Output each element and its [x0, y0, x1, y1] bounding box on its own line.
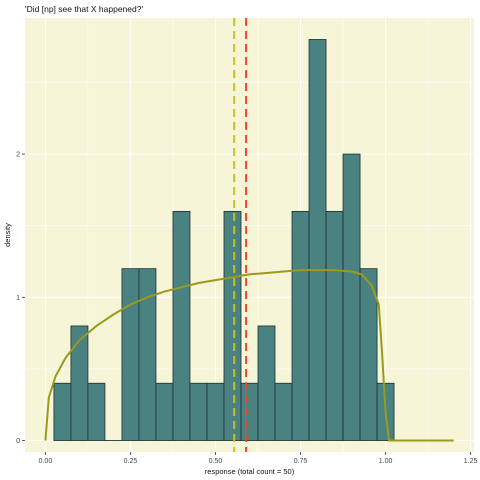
y-tick-label: 0: [16, 438, 20, 445]
histogram-bar: [257, 325, 276, 441]
x-tick-label: 1.25: [464, 458, 478, 465]
plot-panel: [25, 18, 474, 452]
y-axis: 0 1 2: [16, 152, 25, 445]
histogram-bar: [206, 382, 225, 441]
histogram-bar: [121, 268, 140, 441]
x-tick-label: 0.75: [294, 458, 308, 465]
x-tick-label: 0.50: [209, 458, 223, 465]
histogram-bar: [223, 210, 242, 441]
y-axis-title: density: [3, 223, 12, 247]
x-axis-title: response (total count = 50): [205, 467, 295, 476]
x-tick-label: 0.00: [39, 458, 53, 465]
histogram-bar: [325, 210, 344, 441]
x-tick-label: 0.25: [124, 458, 138, 465]
histogram-bar: [274, 382, 293, 441]
histogram-bar: [189, 382, 208, 441]
histogram-bar: [53, 382, 72, 441]
histogram-bar: [70, 325, 89, 441]
histogram-bar: [87, 382, 106, 441]
x-axis: 0.00 0.25 0.50 0.75 1.00 1.25: [39, 452, 478, 465]
histogram-bar: [240, 382, 259, 441]
histogram-bar: [155, 382, 174, 441]
histogram-bar: [291, 210, 310, 441]
histogram-bar: [359, 268, 378, 441]
chart-title: 'Did [np] see that X happened?': [25, 4, 144, 14]
reference-lines: [233, 18, 248, 452]
histogram-bar: [138, 268, 157, 441]
histogram-bar: [308, 39, 327, 441]
x-tick-label: 1.00: [379, 458, 393, 465]
histogram-bar: [342, 153, 361, 441]
density-curve: [44, 269, 454, 442]
histogram-bar: [172, 210, 191, 441]
histogram-bars: [53, 39, 395, 441]
y-tick-label: 2: [16, 152, 20, 159]
y-tick-label: 1: [16, 295, 20, 302]
